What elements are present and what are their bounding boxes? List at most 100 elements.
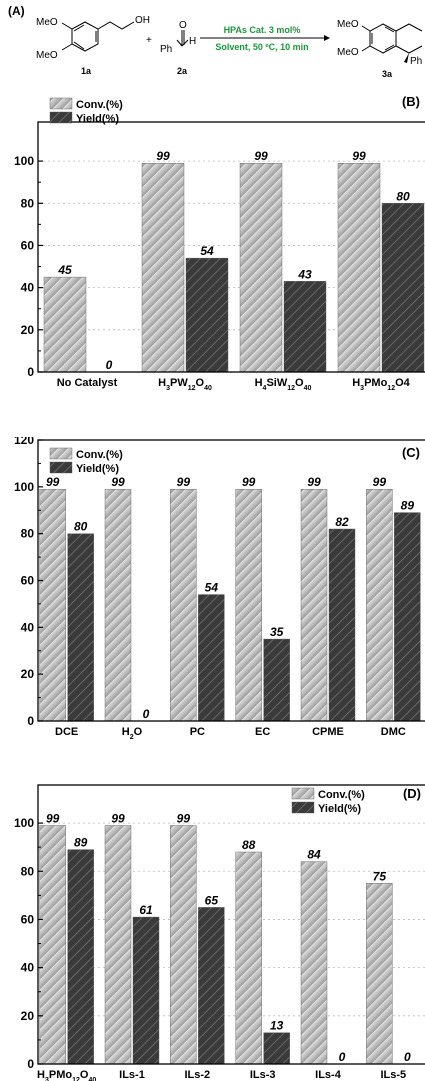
category-label-h4siw12o40: H4SiW12O40 [255, 377, 312, 392]
product-3a-structure [361, 23, 423, 54]
value-label: 99 [307, 475, 321, 489]
value-label: 99 [177, 812, 191, 826]
legend-label-yield: Yield(%) [76, 463, 119, 475]
product-3a-ph: Ph [410, 56, 422, 67]
bar-yield-cpme [328, 528, 356, 722]
y-tick-label: 0 [27, 714, 34, 728]
legend-label-yield: Yield(%) [76, 113, 119, 125]
y-tick-label: 100 [14, 816, 34, 830]
value-label: 99 [156, 149, 170, 163]
bar-yield-h3pmo12o40 [67, 849, 94, 1065]
y-tick-label: 0 [27, 365, 34, 379]
category-label-h2o: H2O [122, 726, 143, 741]
y-tick-label: 120 [14, 437, 34, 447]
reactant-1a-oh: OH [135, 15, 150, 26]
category-label-h3pmo12o40: H3PMo12O40 [37, 1069, 96, 1081]
scheme-panel-label: (A) [8, 4, 25, 18]
category-label-ils-2: ILs-2 [184, 1069, 210, 1081]
conditions-bottom: Solvent, 50 ºC, 10 min [215, 42, 308, 52]
legend-swatch-yield [49, 111, 73, 124]
bar-conv-h3pmo12o40 [39, 825, 66, 1065]
value-label: 13 [270, 1019, 284, 1033]
category-label-ils-5: ILs-5 [380, 1069, 406, 1081]
chart-c-solvent: 9980DCE990H2O9954PC9935EC9982CPME9989DMC… [14, 437, 425, 741]
product-3a-meo-top: MeO [337, 19, 359, 30]
bar-conv-ils-5 [366, 883, 393, 1065]
category-label-cpme: CPME [312, 726, 344, 738]
chart-d-ionic-liquids: 99 89 H3PMo12O40 99 61 ILs-1 99 65 ILs-2 88 13 ILs-… [14, 784, 425, 1081]
reactant-2a-h: H [189, 36, 196, 47]
value-label: 99 [352, 149, 366, 163]
value-label: 80 [396, 189, 410, 203]
category-label-pc: PC [190, 726, 205, 738]
legend-swatch-conv [49, 447, 73, 460]
value-label: 99 [254, 149, 268, 163]
bar-conv-ils-4 [300, 861, 328, 1065]
legend-label-yield: Yield(%) [318, 803, 361, 815]
value-label: 89 [74, 836, 88, 850]
plot-frame [37, 121, 425, 373]
value-label: 84 [307, 848, 321, 862]
bar-conv-ils-3 [235, 851, 262, 1065]
panel-label: (B) [402, 94, 420, 109]
y-tick-label: 20 [21, 1009, 35, 1023]
value-label: 35 [270, 625, 284, 639]
bar-yield-dce [67, 533, 94, 722]
category-label-ils-3: ILs-3 [250, 1069, 276, 1081]
y-tick-label: 60 [21, 912, 35, 926]
legend-label-conv: Conv.(%) [76, 449, 123, 461]
bar-yield-ils-2 [198, 907, 225, 1065]
category-label-h3pmo12o40: H3PMo12O4 [352, 377, 410, 392]
value-label: 88 [242, 838, 256, 852]
value-label: 65 [205, 893, 219, 907]
bar-conv-h3pmo12o40 [337, 162, 381, 373]
y-tick-label: 60 [21, 238, 35, 252]
bar-conv-pc [170, 488, 197, 722]
y-tick-label: 20 [21, 323, 35, 337]
reactant-2a-o: O [179, 20, 187, 31]
bar-yield-h3pmo12o40 [381, 203, 425, 373]
value-label: 43 [297, 267, 312, 281]
value-label: 99 [46, 475, 60, 489]
bar-conv-no-catalyst [43, 276, 87, 373]
bar-conv-h3pw12o40 [141, 162, 185, 373]
reaction-scheme: (A) MeO MeO OH 1a + O Ph H 2a HPAs Cat. … [8, 4, 423, 79]
legend-swatch-conv [49, 97, 73, 110]
reactant-1a-meo-top: MeO [36, 17, 58, 28]
y-tick-label: 40 [21, 281, 35, 295]
value-label: 99 [111, 475, 125, 489]
reactant-2a-label: 2a [177, 66, 188, 76]
plus-sign: + [146, 35, 152, 46]
reaction-arrow-head [324, 35, 330, 41]
legend-swatch-conv [291, 787, 315, 800]
bar-conv-ils-2 [170, 825, 197, 1065]
value-label: 0 [404, 1050, 411, 1064]
bar-conv-cpme [300, 488, 328, 722]
value-label: 99 [46, 812, 60, 826]
value-label: 54 [205, 581, 219, 595]
plot-frame [37, 784, 425, 1065]
value-label: 82 [335, 515, 349, 529]
value-label: 45 [57, 263, 72, 277]
bar-conv-dmc [366, 488, 393, 722]
y-tick-label: 60 [21, 574, 35, 588]
legend-label-conv: Conv.(%) [76, 99, 123, 111]
y-tick-label: 80 [21, 864, 35, 878]
chart-b-catalyst: 45 0 No Catalyst 99 54 H3PW12O40 99 43 H4SiW12O4… [14, 94, 425, 392]
value-label: 99 [373, 475, 387, 489]
bar-yield-h3pw12o40 [185, 257, 229, 373]
bar-conv-ec [235, 488, 262, 722]
value-label: 0 [339, 1050, 346, 1064]
bar-yield-pc [198, 594, 225, 722]
value-label: 99 [177, 475, 191, 489]
value-label: 0 [106, 358, 113, 372]
y-tick-label: 20 [21, 667, 35, 681]
y-tick-label: 80 [21, 196, 35, 210]
reactant-1a-structure [61, 21, 135, 52]
value-label: 80 [74, 520, 88, 534]
bar-conv-h2o [104, 488, 132, 722]
value-label: 89 [401, 499, 415, 513]
y-tick-label: 40 [21, 620, 35, 634]
reactant-2a-ph: Ph [160, 44, 172, 55]
product-3a-meo-bottom: MeO [337, 47, 359, 58]
